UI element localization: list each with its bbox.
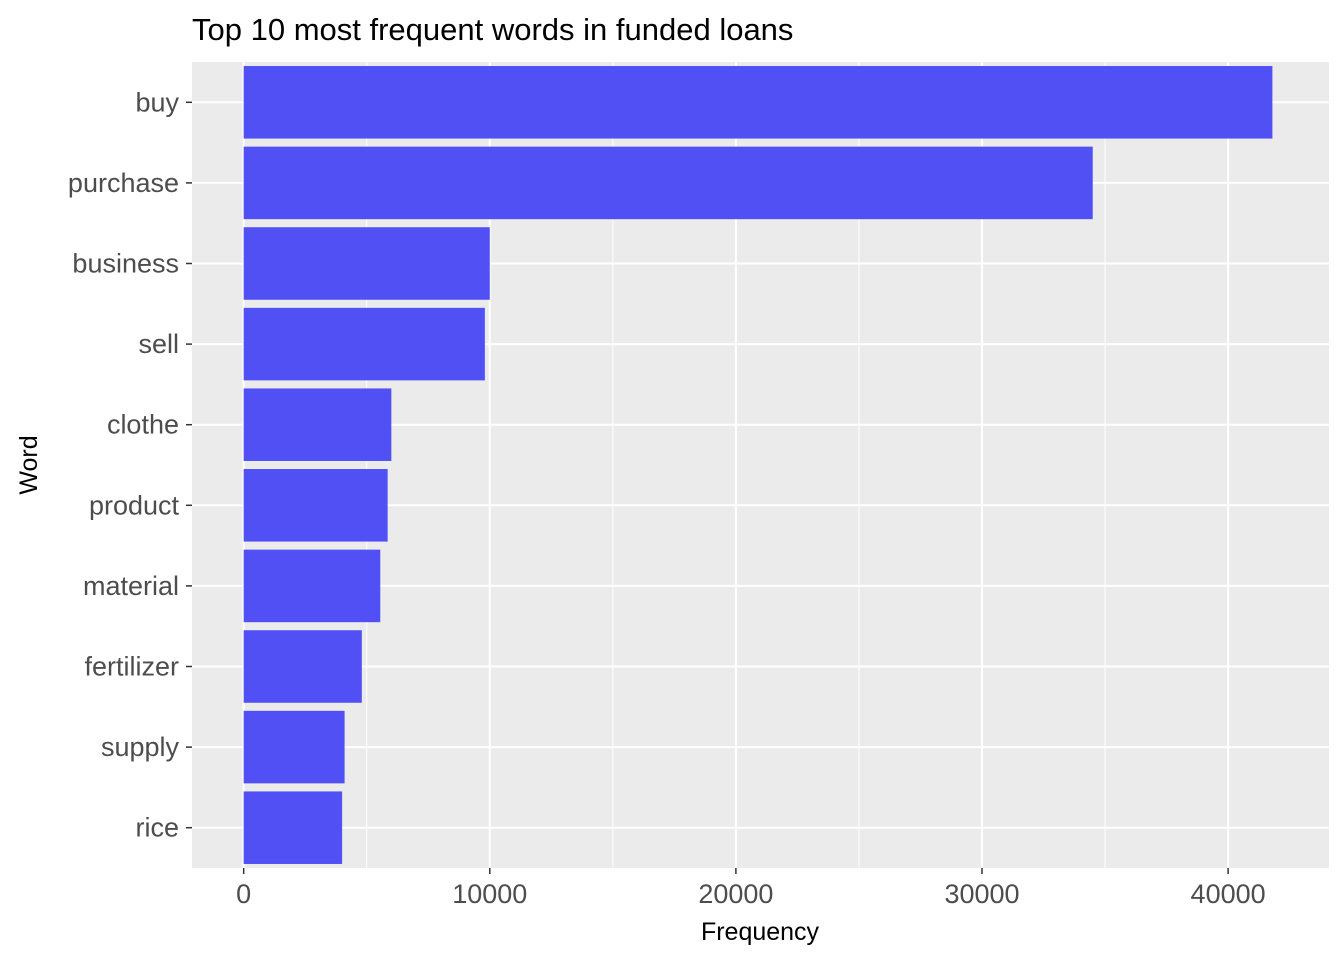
x-tick-label: 0 (236, 879, 251, 909)
y-tick-label: product (89, 490, 180, 520)
bar-business (243, 227, 490, 300)
bar-supply (243, 710, 345, 784)
bar-product (243, 469, 388, 542)
x-tick-label: 30000 (944, 879, 1019, 909)
y-axis: buy purchase business sell clothe product mate… (68, 87, 192, 843)
x-tick-label: 20000 (698, 879, 773, 909)
bar-clothe (243, 388, 392, 461)
y-tick-label: clothe (107, 410, 179, 440)
y-axis-label: Word (15, 435, 43, 494)
chart-title: Top 10 most frequent words in funded loa… (192, 12, 793, 47)
y-tick-label: buy (135, 87, 179, 117)
bar-material (243, 549, 381, 623)
y-tick-label: material (83, 571, 179, 601)
y-tick-label: rice (135, 813, 179, 843)
y-tick-label: sell (138, 329, 179, 359)
y-tick-label: purchase (68, 168, 179, 198)
x-tick-label: 40000 (1191, 879, 1266, 909)
x-axis-label: Frequency (701, 918, 820, 946)
bars (243, 66, 1273, 864)
bar-rice (243, 791, 343, 864)
y-tick-label: supply (101, 732, 180, 762)
bar-buy (243, 66, 1273, 139)
x-axis: 0 10000 20000 30000 40000 (236, 868, 1266, 909)
bar-sell (243, 307, 485, 381)
bar-fertilizer (243, 630, 362, 703)
y-tick-label: business (72, 249, 179, 279)
bar-purchase (243, 146, 1093, 220)
x-tick-label: 10000 (452, 879, 527, 909)
y-tick-label: fertilizer (84, 652, 179, 682)
